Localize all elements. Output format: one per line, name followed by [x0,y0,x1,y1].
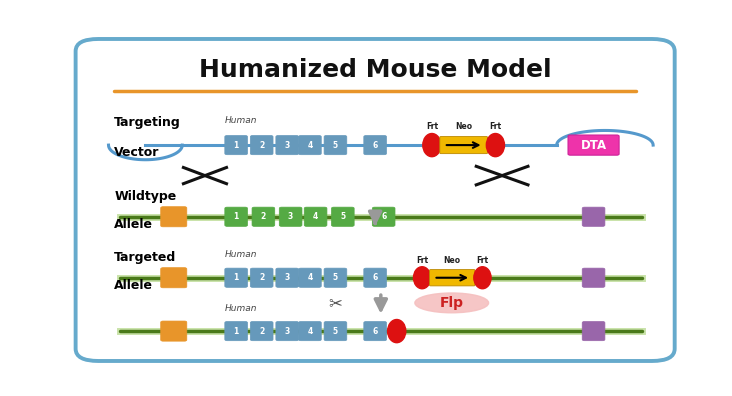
Ellipse shape [423,133,441,157]
FancyBboxPatch shape [299,135,321,155]
FancyBboxPatch shape [250,135,273,155]
Text: 4: 4 [307,141,313,150]
FancyBboxPatch shape [161,321,187,341]
Text: 6: 6 [373,327,378,335]
FancyBboxPatch shape [299,268,321,287]
Text: 5: 5 [333,141,338,150]
FancyBboxPatch shape [225,135,247,155]
Text: Neo: Neo [455,122,472,131]
FancyBboxPatch shape [364,268,386,287]
FancyBboxPatch shape [75,39,675,361]
Text: 2: 2 [259,141,264,150]
FancyBboxPatch shape [225,268,247,287]
FancyBboxPatch shape [161,207,187,227]
Text: Frt: Frt [490,122,501,131]
FancyBboxPatch shape [299,322,321,341]
Ellipse shape [415,293,489,313]
Text: 4: 4 [313,212,318,221]
FancyBboxPatch shape [373,207,395,227]
Text: 3: 3 [288,212,294,221]
FancyBboxPatch shape [161,268,187,288]
FancyBboxPatch shape [582,268,605,287]
Ellipse shape [486,133,504,157]
Text: 4: 4 [307,273,313,282]
Text: 5: 5 [333,273,338,282]
FancyBboxPatch shape [252,207,274,227]
FancyBboxPatch shape [324,322,347,341]
Text: Flp: Flp [440,296,464,310]
Text: 2: 2 [261,212,266,221]
Text: Human: Human [225,304,258,313]
Text: 6: 6 [373,273,378,282]
Text: Targeting: Targeting [114,116,181,129]
Text: Allele: Allele [114,279,153,292]
Text: 2: 2 [259,327,264,335]
Text: 6: 6 [373,141,378,150]
Text: Human: Human [225,250,258,259]
Text: 1: 1 [234,212,239,221]
FancyBboxPatch shape [250,322,273,341]
FancyBboxPatch shape [440,137,488,154]
Text: 1: 1 [234,141,239,150]
FancyBboxPatch shape [364,135,386,155]
Ellipse shape [474,267,491,289]
Text: 3: 3 [285,141,290,150]
FancyBboxPatch shape [582,322,605,341]
Text: Allele: Allele [114,218,153,231]
Text: Neo: Neo [444,256,461,265]
Ellipse shape [414,267,430,289]
Text: 5: 5 [340,212,346,221]
FancyBboxPatch shape [305,207,327,227]
Text: Humanized Mouse Model: Humanized Mouse Model [199,58,551,82]
Text: 5: 5 [333,327,338,335]
FancyBboxPatch shape [250,268,273,287]
Text: 1: 1 [234,273,239,282]
Text: Vector: Vector [114,146,160,159]
Text: Frt: Frt [416,256,428,265]
Ellipse shape [388,320,406,343]
Text: 4: 4 [307,327,313,335]
FancyBboxPatch shape [324,268,347,287]
Text: 6: 6 [381,212,386,221]
FancyBboxPatch shape [276,322,299,341]
FancyBboxPatch shape [324,135,347,155]
FancyBboxPatch shape [568,135,619,155]
FancyBboxPatch shape [364,322,386,341]
FancyBboxPatch shape [225,207,247,227]
Text: 3: 3 [285,327,290,335]
Text: Frt: Frt [426,122,438,131]
FancyBboxPatch shape [430,270,475,286]
Text: 3: 3 [285,273,290,282]
Text: DTA: DTA [580,139,607,152]
Text: Human: Human [225,116,258,125]
Text: ✂: ✂ [329,294,343,312]
FancyBboxPatch shape [332,207,354,227]
Text: 1: 1 [234,327,239,335]
FancyBboxPatch shape [276,135,299,155]
Text: Wildtype: Wildtype [114,190,176,203]
FancyBboxPatch shape [280,207,302,227]
Text: Frt: Frt [477,256,488,265]
Text: Targeted: Targeted [114,251,176,264]
FancyBboxPatch shape [225,322,247,341]
FancyBboxPatch shape [276,268,299,287]
FancyBboxPatch shape [582,207,605,227]
Text: 2: 2 [259,273,264,282]
